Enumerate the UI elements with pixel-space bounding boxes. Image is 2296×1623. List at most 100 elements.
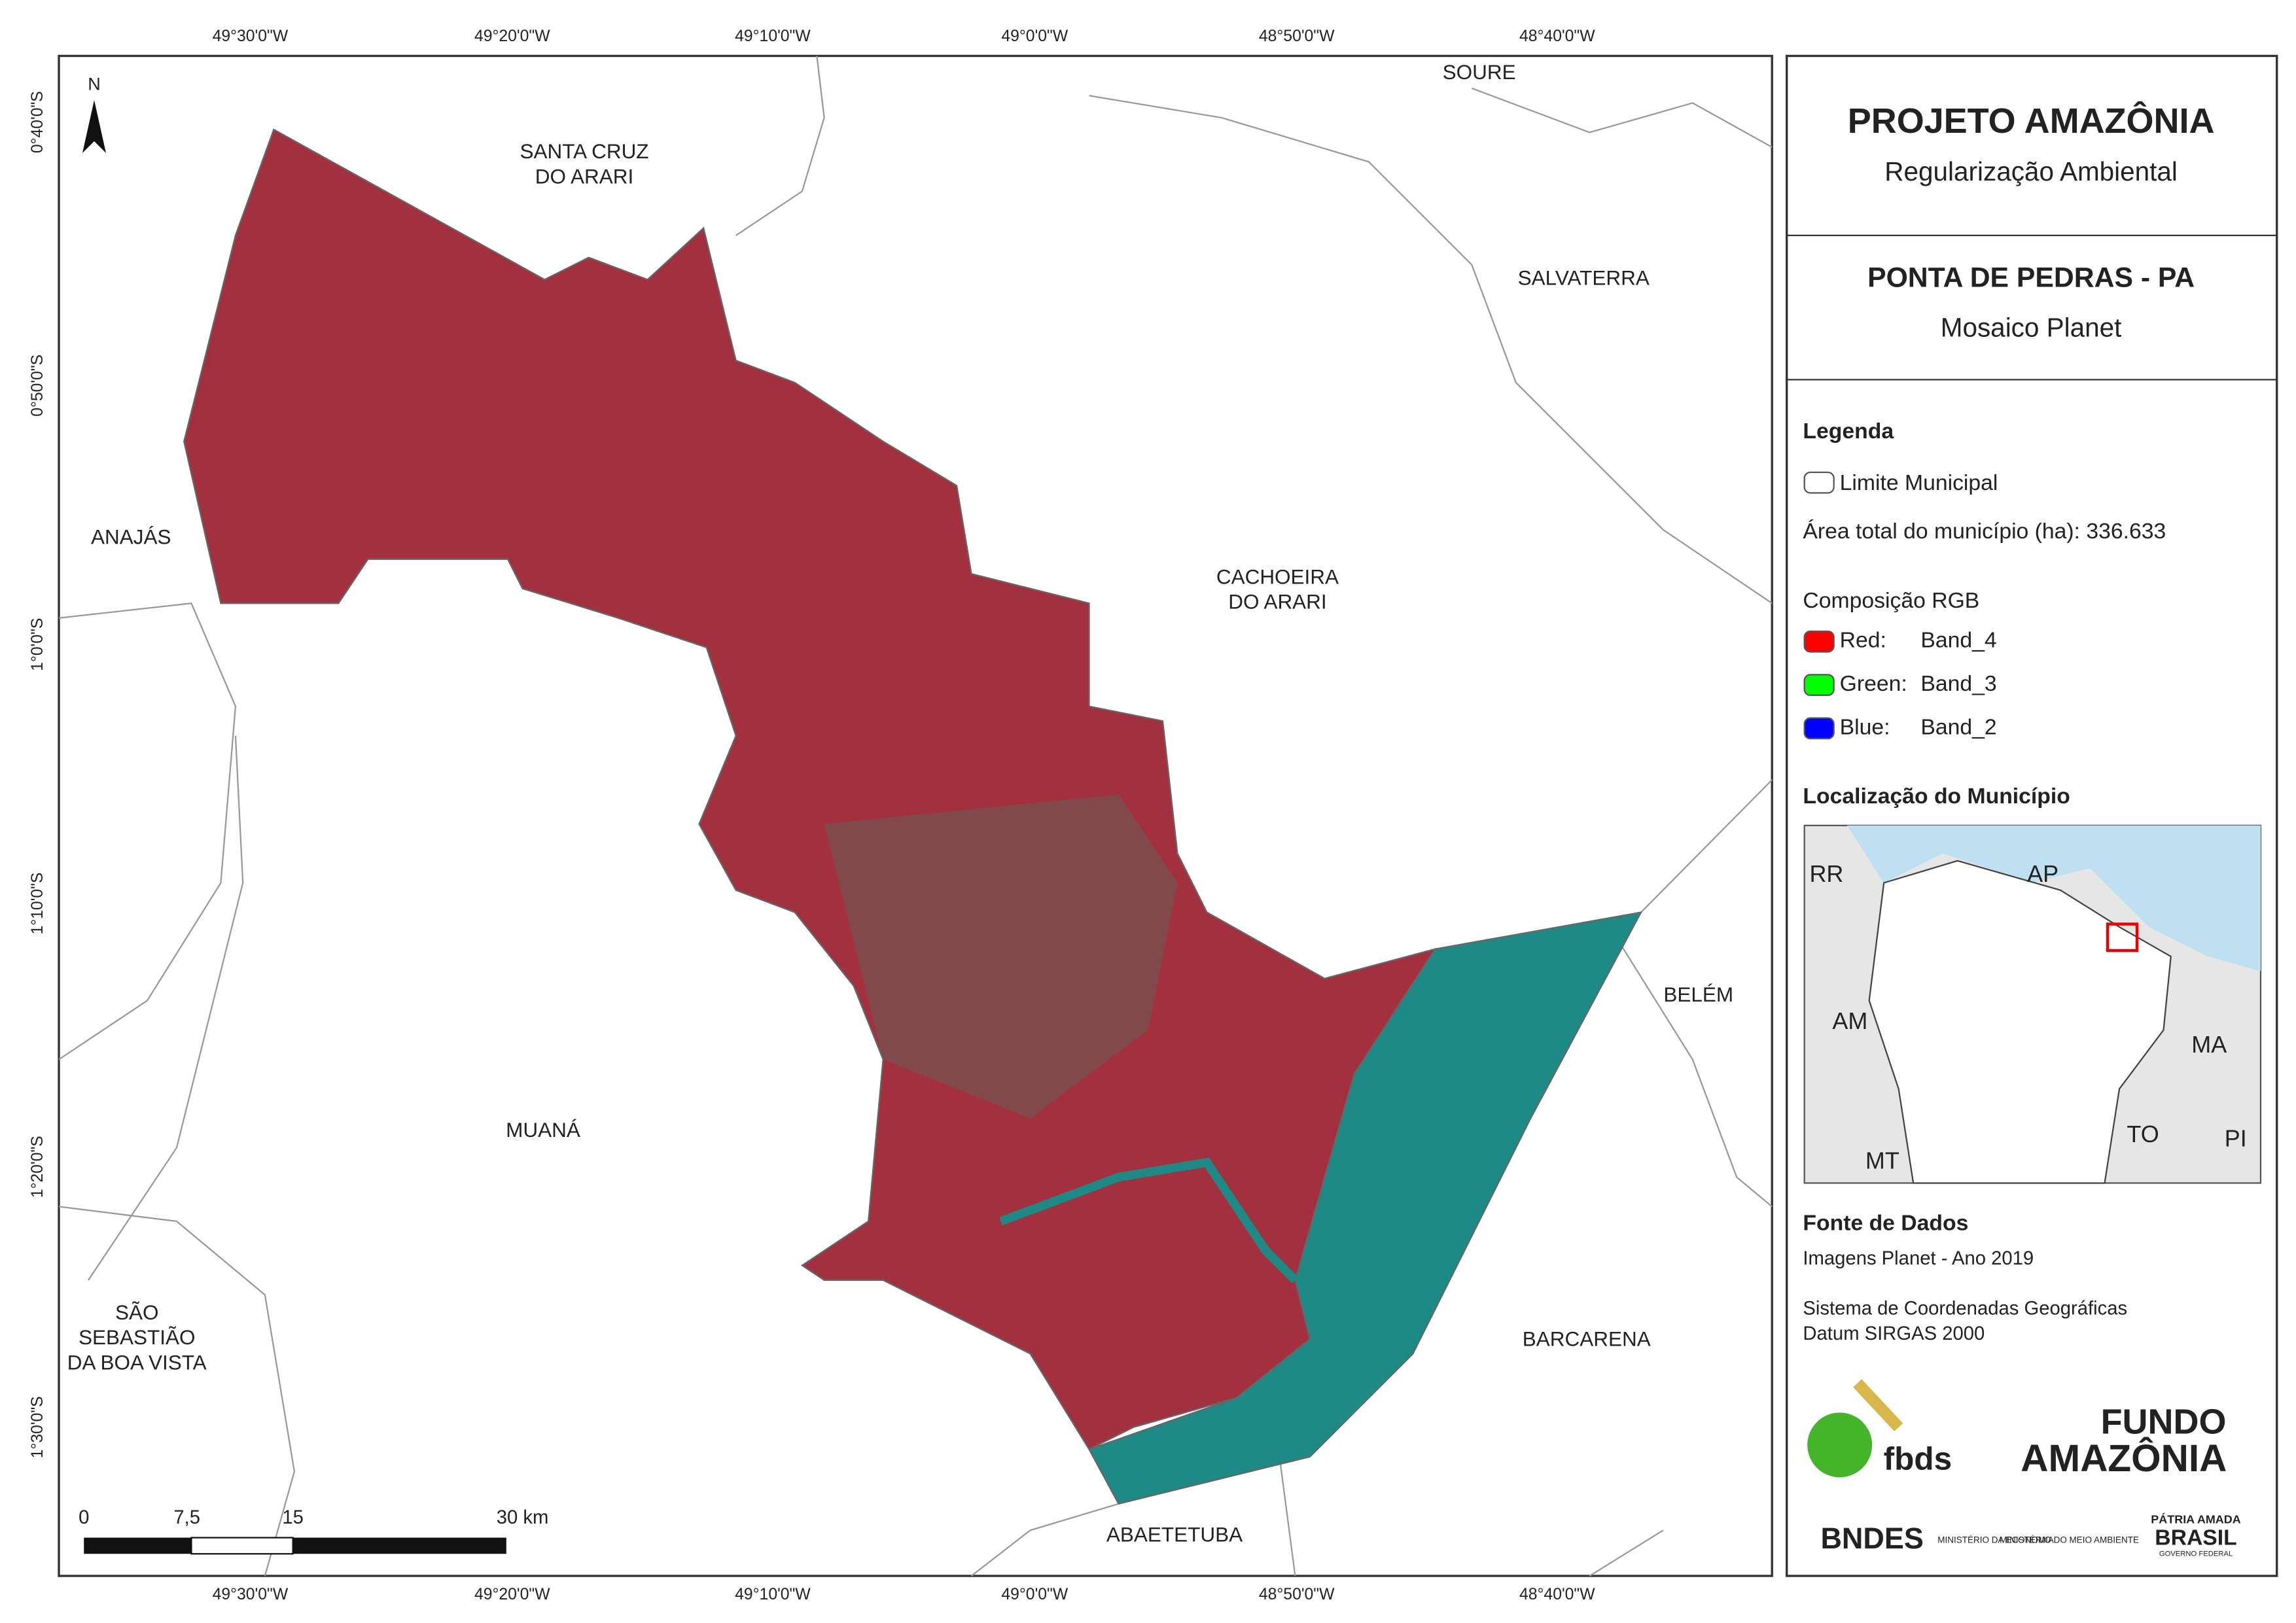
place-label: SOURE (1443, 60, 1516, 84)
place-label: SALVATERRA (1518, 266, 1650, 290)
rgb-title: Composição RGB (1803, 588, 1979, 613)
logo-text: MINISTÉRIO DO MEIO AMBIENTE (2000, 1535, 2139, 1545)
product: Mosaico Planet (1941, 313, 2122, 343)
boundary (1640, 779, 1773, 913)
boundary (1618, 941, 1773, 1208)
bottom-coordinate: 48°40'0"W (1519, 1586, 1595, 1603)
inset-label: TO (2127, 1121, 2159, 1147)
place-label: SÃO (115, 1300, 159, 1324)
inset-label: MT (1865, 1147, 1899, 1174)
top-coordinate: 48°50'0"W (1259, 27, 1335, 45)
place-label: BELÉM (1663, 983, 1733, 1006)
inset-state (1868, 860, 2172, 1184)
band-swatch (1803, 630, 1835, 653)
total-area: Área total do município (ha): 336.633 (1803, 519, 2166, 544)
place-label: SEBASTIÃO (79, 1325, 195, 1349)
inset-highlight (2106, 922, 2139, 952)
boundary (735, 56, 825, 236)
location-title: Localização do Município (1803, 784, 2070, 809)
north-label: N (88, 75, 101, 94)
legend-item: Limite Municipal (1840, 470, 1998, 495)
boundary-swatch (1803, 471, 1835, 494)
place-label: ANAJÁS (91, 525, 171, 549)
logo-text: GOVERNO FEDERAL (2159, 1550, 2233, 1558)
legend-title: Legenda (1803, 419, 1894, 444)
inset-sea (1846, 825, 2261, 971)
source-line: Sistema de Coordenadas Geográficas (1803, 1299, 2127, 1319)
inset-label: RR (1809, 860, 1843, 887)
area-title: PONTA DE PEDRAS - PA (1867, 262, 2195, 294)
logo-text: BRASIL (2155, 1526, 2237, 1550)
band-swatch (1803, 674, 1835, 696)
panel-subtitle: Regularização Ambiental (1884, 156, 2178, 186)
left-coordinate: 1°0'0"S (29, 618, 46, 671)
fbds-logo (1807, 1412, 1873, 1478)
place-label: BARCARENA (1523, 1327, 1651, 1350)
fbds-logo-bar (1853, 1379, 1903, 1431)
scale-segment (190, 1537, 294, 1555)
band-name: Band_3 (1920, 671, 1996, 696)
scale-label: 0 (79, 1507, 89, 1528)
place-label: MUANÁ (506, 1118, 580, 1142)
boundary (1089, 95, 1773, 604)
bottom-coordinate: 49°10'0"W (735, 1586, 811, 1603)
logo-text: fbds (1884, 1441, 1952, 1477)
band-swatch (1803, 717, 1835, 740)
place-label: SANTA CRUZ (520, 139, 648, 163)
river (999, 1157, 1299, 1283)
inset-label: MA (2191, 1031, 2227, 1058)
inset-label: PI (2225, 1125, 2247, 1152)
scale-label: 30 km (497, 1507, 549, 1528)
place-label: ABAETETUBA (1106, 1523, 1243, 1546)
sources-title: Fonte de Dados (1803, 1210, 1968, 1235)
vegetation-patch (824, 794, 1178, 1119)
scale-segment (292, 1537, 506, 1554)
left-coordinate: 1°10'0"S (29, 873, 46, 935)
top-coordinate: 49°20'0"W (474, 27, 550, 45)
logo-text: BNDES (1820, 1522, 1923, 1555)
place-label: DO ARARI (535, 164, 633, 188)
boundary (58, 602, 237, 1060)
top-coordinate: 49°0'0"W (1001, 27, 1068, 45)
side-panel (1786, 54, 2278, 1577)
top-coordinate: 48°40'0"W (1519, 27, 1595, 45)
band-channel: Green: (1840, 671, 1907, 696)
bottom-coordinate: 49°30'0"W (213, 1586, 289, 1603)
source-line: Imagens Planet - Ano 2019 (1803, 1248, 2034, 1269)
boundary (88, 735, 244, 1281)
panel-title: PROJETO AMAZÔNIA (1848, 101, 2215, 141)
inset-label: AM (1832, 1007, 1867, 1034)
place-label: CACHOEIRA (1216, 565, 1339, 588)
source-line: Datum SIRGAS 2000 (1803, 1323, 1985, 1344)
logo-text: FUNDO (2101, 1403, 2227, 1442)
scale-label: 7,5 (173, 1507, 200, 1528)
boundary (1471, 87, 1773, 148)
band-name: Band_4 (1920, 628, 1996, 653)
boundary (970, 1463, 1664, 1577)
logo-text: MINISTÉRIO DA ECONOMIA (1937, 1535, 2054, 1545)
band-name: Band_2 (1920, 714, 1996, 739)
left-coordinate: 1°30'0"S (29, 1396, 46, 1458)
bottom-coordinate: 49°0'0"W (1001, 1586, 1068, 1603)
place-label: DO ARARI (1228, 590, 1326, 614)
band-channel: Blue: (1840, 714, 1890, 739)
top-coordinate: 49°10'0"W (735, 27, 811, 45)
boundary (58, 1206, 296, 1577)
left-coordinate: 0°50'0"S (29, 355, 46, 417)
boundaries (58, 56, 1773, 1577)
bottom-coordinate: 48°50'0"W (1259, 1586, 1335, 1603)
logo-text: PÁTRIA AMADA (2151, 1512, 2241, 1526)
band-channel: Red: (1840, 628, 1886, 653)
municipality (183, 128, 1437, 1451)
place-label: DA BOA VISTA (67, 1350, 207, 1374)
top-coordinate: 49°30'0"W (213, 27, 289, 45)
logo-text: AMAZÔNIA (2021, 1436, 2227, 1480)
scale-label: 15 (282, 1507, 304, 1528)
left-coordinate: 1°20'0"S (29, 1136, 46, 1198)
scale-segment (84, 1537, 192, 1554)
bottom-coordinate: 49°20'0"W (474, 1586, 550, 1603)
north-arrow (82, 99, 106, 153)
